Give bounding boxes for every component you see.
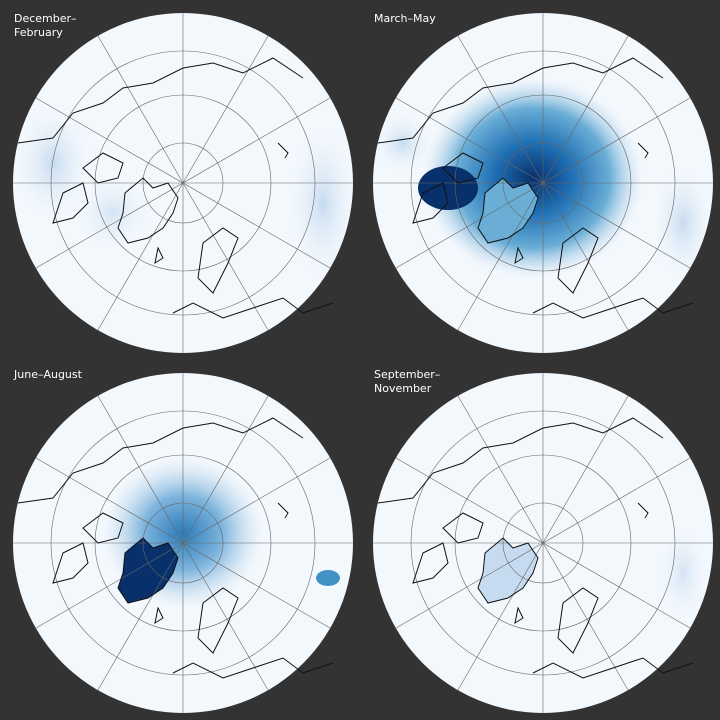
panel-label: February	[14, 26, 63, 39]
map-panel	[372, 372, 714, 714]
map-panel	[372, 12, 714, 354]
panel-label: September–	[374, 368, 440, 381]
map-panel	[12, 12, 354, 354]
panel-label: June–August	[13, 368, 83, 381]
panel-label: March–May	[374, 12, 436, 25]
panel-label: November	[374, 382, 432, 395]
map-panel	[12, 372, 354, 714]
panel-label: December–	[14, 12, 77, 25]
panel-labels: December–February March–May June–August Sep…	[13, 12, 440, 395]
